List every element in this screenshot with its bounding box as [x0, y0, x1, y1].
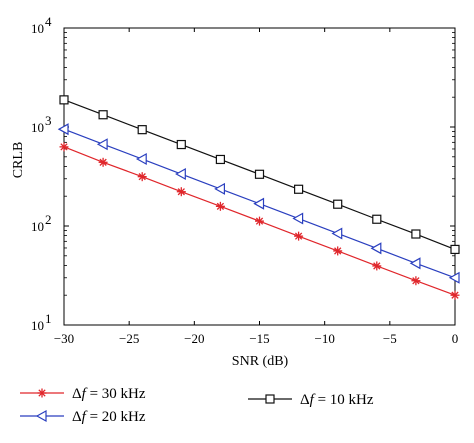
y-tick-exponent: 3 [45, 113, 52, 128]
y-tick-exponent: 4 [45, 14, 52, 29]
legend-item: Δf = 10 kHz [248, 392, 374, 408]
data-point [176, 139, 186, 150]
y-tick-label: 10 [31, 219, 44, 234]
y-tick-label: 10 [31, 318, 44, 333]
data-point [96, 138, 108, 151]
data-point [331, 227, 343, 240]
series-2 [57, 123, 460, 284]
legend-item: Δf = 20 kHz [20, 409, 146, 425]
data-point [292, 212, 304, 225]
y-tick-exponent: 2 [45, 212, 52, 227]
data-point [372, 214, 382, 224]
data-point [137, 172, 147, 182]
x-tick-label: −30 [54, 331, 74, 346]
star-stroke [412, 277, 420, 285]
star-stroke [60, 143, 68, 151]
x-tick-label: −10 [314, 331, 334, 346]
legend-item: Δf = 30 kHz [20, 386, 146, 402]
x-tick-label: −5 [383, 331, 397, 346]
y-tick-label: 10 [31, 21, 44, 36]
data-point [98, 157, 108, 167]
data-point [59, 95, 69, 105]
data-point [137, 125, 147, 135]
data-point [175, 168, 186, 181]
series-3 [59, 95, 460, 255]
data-point [215, 154, 225, 165]
legend: Δf = 30 kHz Δf = 20 kHz Δf = 10 kHz [20, 386, 374, 425]
y-axis-label: CRLB [11, 142, 26, 179]
data-point [294, 184, 304, 194]
legend-label: Δf = 20 kHz [72, 409, 146, 425]
legend-label: Δf = 30 kHz [72, 386, 146, 402]
legend-marker [265, 394, 275, 404]
data-point [255, 216, 264, 226]
data-point [135, 152, 147, 166]
data-point [450, 290, 460, 300]
data-point [411, 229, 421, 239]
star-stroke [38, 389, 46, 397]
series-1 [59, 142, 460, 300]
legend-marker [37, 388, 47, 398]
x-tick-label: 0 [452, 331, 459, 346]
star-stroke [138, 173, 146, 181]
data-point [214, 182, 225, 195]
data-point [450, 244, 460, 255]
star-stroke [99, 158, 107, 166]
series-layer [57, 95, 460, 300]
data-point [98, 110, 108, 120]
data-point [409, 257, 421, 270]
star-stroke [216, 202, 225, 210]
legend-label: Δf = 10 kHz [300, 392, 374, 408]
data-point [333, 246, 343, 256]
star-stroke [451, 291, 459, 299]
data-point [254, 169, 265, 179]
data-point [215, 201, 225, 211]
data-point [372, 261, 382, 271]
data-point [333, 199, 343, 209]
y-tick-label: 10 [31, 120, 44, 135]
data-point [294, 231, 304, 241]
x-axis-ticks: −30 −25 −20 −15 −10 −5 0 [54, 28, 458, 346]
data-point [57, 123, 69, 136]
data-point [370, 242, 382, 255]
x-tick-label: −15 [249, 331, 269, 346]
legend-marker [35, 409, 47, 423]
star-stroke [255, 217, 264, 225]
star-stroke [373, 262, 381, 270]
data-point [253, 197, 265, 210]
star-stroke [177, 188, 185, 196]
x-axis-label: SNR (dB) [232, 354, 289, 369]
data-point [448, 271, 460, 284]
x-tick-label: −25 [119, 331, 139, 346]
star-stroke [334, 247, 342, 255]
data-point [411, 276, 421, 286]
data-point [59, 142, 69, 152]
star-stroke [294, 232, 303, 240]
y-tick-exponent: 1 [45, 311, 52, 326]
data-point [176, 187, 186, 197]
x-tick-label: −20 [184, 331, 204, 346]
